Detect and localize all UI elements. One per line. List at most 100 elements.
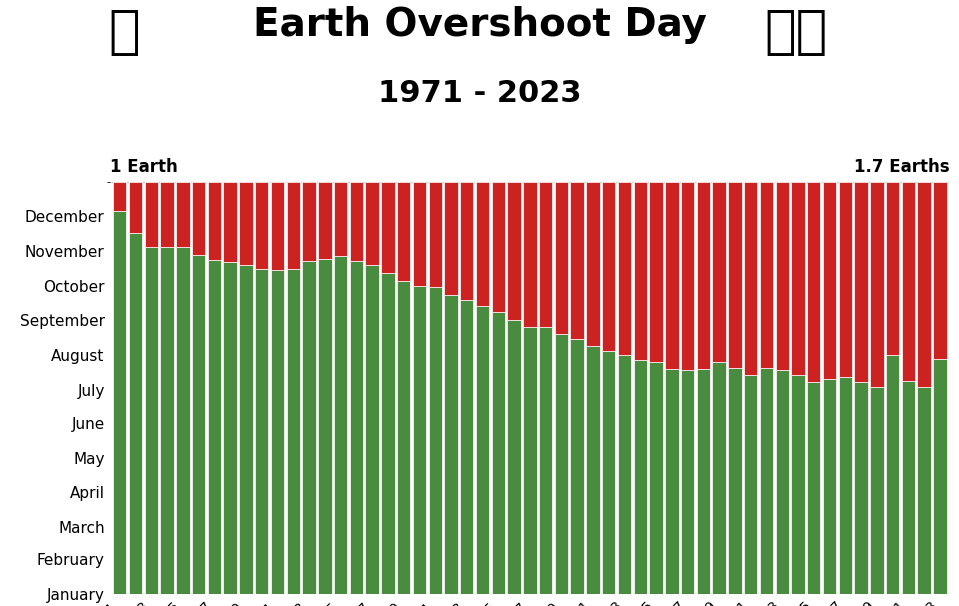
Bar <box>713 362 726 594</box>
Bar <box>381 182 394 273</box>
Bar <box>176 247 190 594</box>
Bar <box>302 182 316 261</box>
Bar <box>113 182 127 211</box>
Text: Earth Overshoot Day: Earth Overshoot Day <box>252 6 707 44</box>
Bar <box>223 262 237 594</box>
Bar <box>208 182 222 260</box>
Bar <box>823 379 836 594</box>
Bar <box>838 182 852 377</box>
Bar <box>666 369 679 594</box>
Bar <box>634 182 647 360</box>
Bar <box>728 182 741 368</box>
Bar <box>444 295 457 594</box>
Bar <box>412 182 426 285</box>
Bar <box>492 311 505 594</box>
Text: 1 Earth: 1 Earth <box>110 158 178 176</box>
Bar <box>807 382 821 594</box>
Bar <box>302 261 316 594</box>
Bar <box>791 182 805 375</box>
Bar <box>476 306 489 594</box>
Bar <box>460 301 474 594</box>
Bar <box>696 369 710 594</box>
Bar <box>681 370 694 594</box>
Bar <box>933 359 947 594</box>
Bar <box>255 182 269 268</box>
Text: 1971 - 2023: 1971 - 2023 <box>378 79 581 108</box>
Bar <box>208 260 222 594</box>
Bar <box>318 182 332 259</box>
Bar <box>713 182 726 362</box>
Bar <box>838 377 852 594</box>
Bar <box>160 247 174 594</box>
Bar <box>145 247 158 594</box>
Bar <box>365 265 379 594</box>
Bar <box>350 182 363 261</box>
Bar <box>429 287 442 594</box>
Bar <box>192 255 205 594</box>
Bar <box>287 268 300 594</box>
Bar <box>586 345 599 594</box>
Bar <box>507 319 521 594</box>
Bar <box>618 355 631 594</box>
Bar <box>524 327 536 594</box>
Bar <box>129 233 142 594</box>
Bar <box>681 182 694 370</box>
Bar <box>760 182 773 368</box>
Bar <box>571 339 584 594</box>
Bar <box>223 182 237 262</box>
Bar <box>886 355 900 594</box>
Bar <box>397 182 410 281</box>
Bar <box>776 370 789 594</box>
Bar <box>524 182 536 327</box>
Bar <box>696 182 710 369</box>
Bar <box>318 259 332 594</box>
Bar <box>460 182 474 301</box>
Bar <box>571 182 584 339</box>
Bar <box>270 270 284 594</box>
Bar <box>192 182 205 255</box>
Bar <box>239 182 252 265</box>
Bar <box>602 182 616 351</box>
Bar <box>744 182 758 375</box>
Bar <box>113 211 127 594</box>
Bar <box>728 368 741 594</box>
Bar <box>649 362 663 594</box>
Bar <box>176 182 190 247</box>
Bar <box>823 182 836 379</box>
Bar <box>776 182 789 370</box>
Bar <box>476 182 489 306</box>
Bar <box>334 182 347 256</box>
Bar <box>397 281 410 594</box>
Bar <box>444 182 457 295</box>
Bar <box>129 182 142 233</box>
Bar <box>618 182 631 355</box>
Bar <box>901 381 915 594</box>
Bar <box>334 256 347 594</box>
Text: 🌍: 🌍 <box>109 6 140 58</box>
Bar <box>539 182 552 327</box>
Bar <box>381 273 394 594</box>
Bar <box>492 182 505 311</box>
Bar <box>744 375 758 594</box>
Bar <box>429 182 442 287</box>
Bar <box>412 285 426 594</box>
Bar <box>854 382 868 594</box>
Bar <box>854 182 868 382</box>
Bar <box>666 182 679 369</box>
Bar <box>365 182 379 265</box>
Bar <box>918 182 931 387</box>
Bar <box>870 387 883 594</box>
Bar <box>160 182 174 247</box>
Bar <box>886 182 900 355</box>
Bar <box>350 261 363 594</box>
Bar <box>791 375 805 594</box>
Bar <box>507 182 521 319</box>
Bar <box>760 368 773 594</box>
Bar <box>270 182 284 270</box>
Bar <box>255 268 269 594</box>
Bar <box>239 265 252 594</box>
Bar <box>145 182 158 247</box>
Bar <box>807 182 821 382</box>
Bar <box>554 335 568 594</box>
Bar <box>554 182 568 335</box>
